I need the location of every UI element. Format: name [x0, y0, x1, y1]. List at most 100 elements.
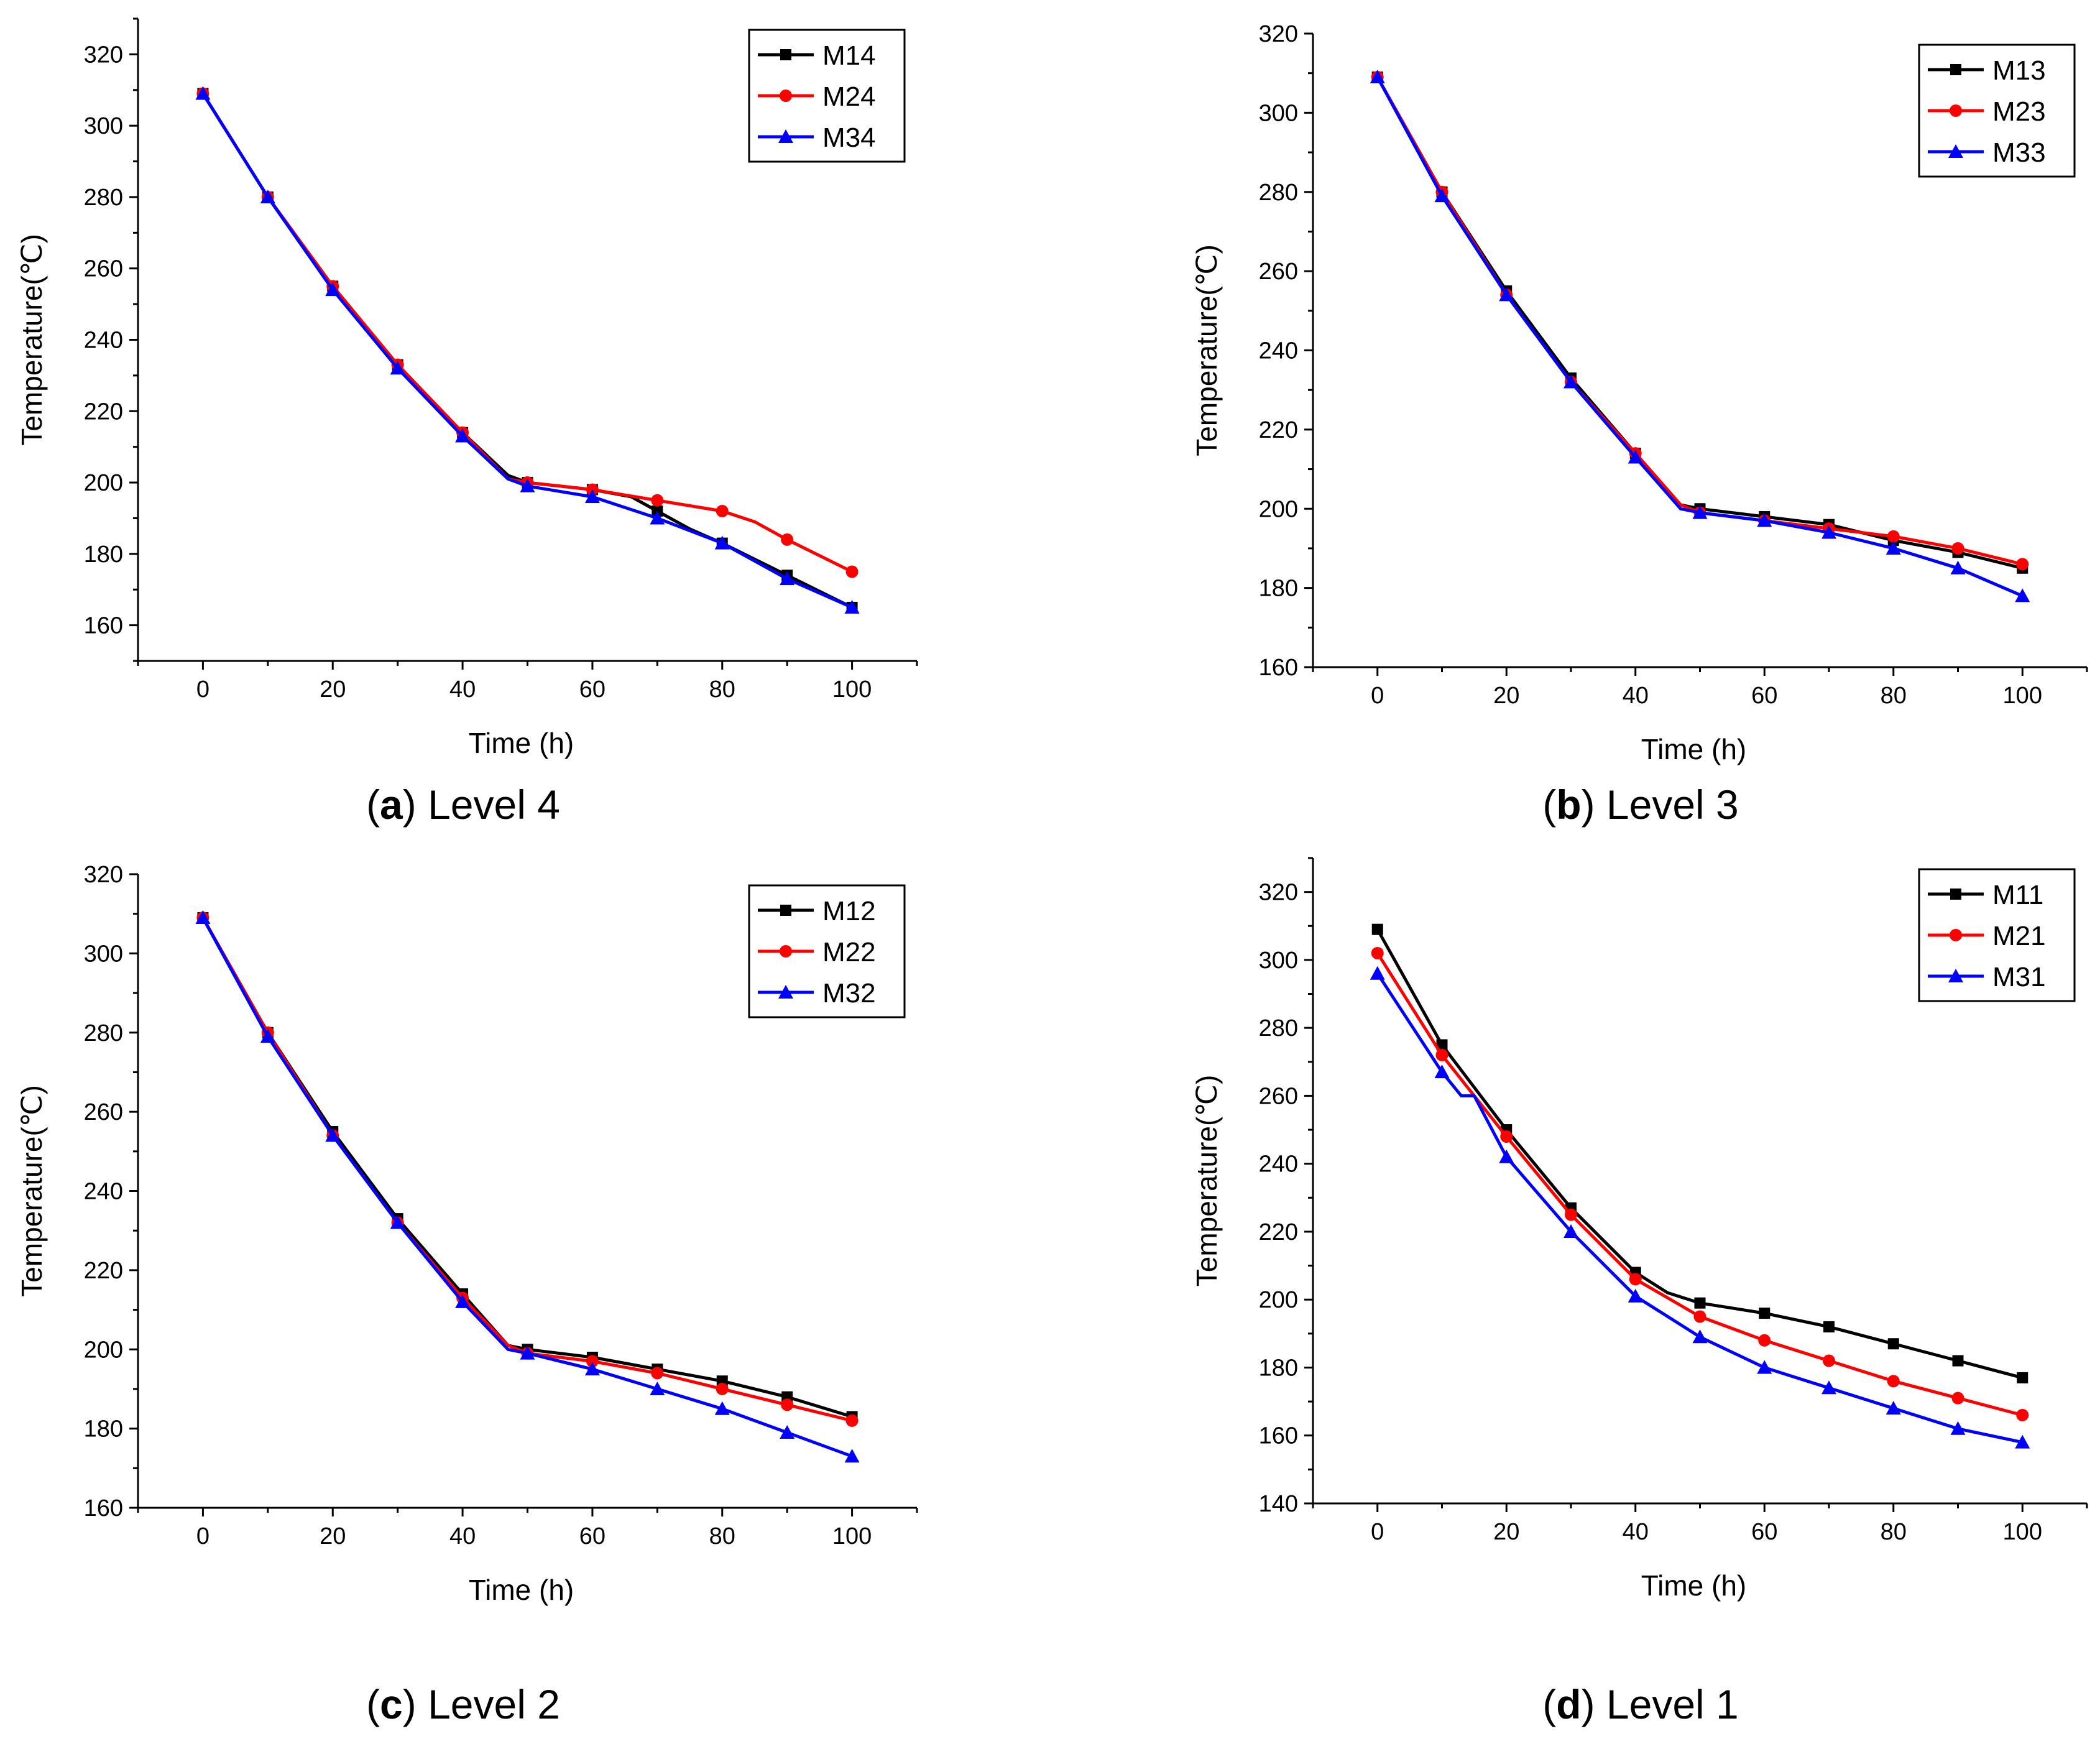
data-point-M33	[1628, 450, 1643, 464]
data-point-M32	[714, 1401, 730, 1415]
y-tick-label: 180	[1259, 576, 1298, 602]
legend-label-M33: M33	[1992, 137, 2046, 168]
y-tick-label: 260	[84, 256, 123, 282]
y-tick-label: 200	[84, 470, 123, 496]
y-tick-label: 180	[84, 1416, 123, 1442]
caption-letter: c	[380, 1681, 403, 1727]
data-point-M34	[714, 535, 730, 550]
legend-marker-M32	[778, 985, 793, 999]
legend-label-M31: M31	[1992, 962, 2046, 992]
data-point-M32	[520, 1346, 535, 1360]
data-point-M24	[651, 494, 664, 507]
data-point-M34	[844, 599, 860, 614]
x-tick-label: 40	[1623, 1519, 1649, 1545]
y-tick-label: 240	[84, 328, 123, 354]
series-line-M24	[201, 93, 853, 573]
series-line-M32	[201, 916, 853, 1458]
x-tick-label: 60	[1751, 683, 1777, 709]
data-point-M31	[1434, 1064, 1450, 1079]
legend-label-M34: M34	[822, 122, 876, 153]
legend-label-M12: M12	[822, 896, 876, 926]
x-axis-title: Time (h)	[469, 727, 574, 759]
data-point-M31	[2015, 1434, 2030, 1449]
caption-paren-open: (	[366, 1681, 380, 1727]
panel-caption: (d) Level 1	[1542, 1681, 1738, 1727]
data-point-M24	[845, 565, 859, 578]
x-axis-title: Time (h)	[469, 1574, 574, 1606]
x-tick-label: 60	[1751, 1519, 1777, 1545]
legend: M11 M21 M31	[1918, 868, 2076, 1002]
y-tick-label: 260	[1259, 1083, 1298, 1109]
data-point-M11	[1694, 1297, 1706, 1309]
y-tick-label: 300	[84, 941, 123, 967]
caption-paren-open: (	[1542, 782, 1556, 828]
data-point-M33	[1370, 70, 1385, 84]
data-point-M22	[716, 1382, 729, 1395]
caption-letter: d	[1556, 1681, 1581, 1727]
data-point-M31	[1370, 966, 1385, 980]
data-point-M22	[781, 1398, 794, 1411]
y-tick-label: 160	[1259, 1423, 1298, 1449]
caption-letter: b	[1556, 782, 1581, 828]
x-tick-label: 40	[449, 676, 476, 703]
x-tick-label: 100	[832, 676, 872, 703]
x-tick-label: 40	[449, 1523, 476, 1549]
y-axis-title: Temperature(℃)	[16, 234, 48, 446]
data-point-M21	[2016, 1408, 2029, 1421]
data-point-M31	[1950, 1421, 1966, 1435]
data-point-M21	[1565, 1208, 1577, 1221]
data-point-M32	[844, 1449, 860, 1463]
legend-marker-M22	[780, 945, 792, 958]
data-point-M33	[1434, 188, 1450, 203]
caption-paren-open: (	[1542, 1681, 1556, 1727]
legend-marker-M34	[778, 129, 793, 143]
y-axis-title: Temperature(℃)	[16, 1085, 48, 1297]
chart-panel-b: 0 20 40 60 80 100 160 180 200 220 240 260 280 300 320 T…	[1190, 21, 2088, 828]
y-tick-label: 280	[1259, 1015, 1298, 1041]
y-tick-label: 240	[84, 1179, 123, 1205]
data-point-M31	[1886, 1401, 1901, 1415]
data-point-M32	[195, 910, 211, 925]
data-point-M31	[1628, 1288, 1643, 1303]
y-tick-label: 180	[84, 542, 123, 568]
y-tick-label: 240	[1259, 338, 1298, 364]
data-point-M33	[1499, 287, 1514, 302]
chart-panel-a: 0 20 40 60 80 100 160 180 200 220 240 260 280 300 320 T…	[16, 17, 918, 828]
y-tick-label: 320	[1259, 21, 1298, 47]
data-point-M21	[1371, 946, 1384, 959]
data-point-M32	[325, 1128, 341, 1142]
series-line-M34	[201, 93, 853, 609]
y-axis-title: Temperature(℃)	[1190, 1075, 1223, 1287]
x-tick-label: 20	[1493, 1519, 1519, 1545]
data-point-M11	[1371, 923, 1383, 935]
data-point-M22	[651, 1367, 664, 1380]
data-point-M21	[1887, 1375, 1900, 1388]
x-tick-label: 40	[1623, 683, 1649, 709]
data-point-M33	[1692, 505, 1708, 519]
legend-label-M21: M21	[1992, 921, 2046, 951]
panel-caption: (b) Level 3	[1542, 782, 1738, 828]
legend-marker-M11	[1950, 889, 1961, 900]
data-point-M22	[845, 1414, 859, 1427]
y-tick-label: 300	[1259, 948, 1298, 974]
y-tick-label: 260	[1259, 259, 1298, 285]
data-point-M31	[1499, 1149, 1514, 1163]
y-tick-label: 220	[84, 1258, 123, 1284]
caption-level: Level 2	[428, 1681, 560, 1727]
data-point-M32	[390, 1215, 405, 1229]
x-axis-title: Time (h)	[1641, 733, 1747, 765]
data-point-M21	[1435, 1048, 1448, 1061]
legend-label-M23: M23	[1992, 96, 2046, 127]
legend-label-M32: M32	[822, 978, 876, 1009]
y-axis-title: Temperature(℃)	[1190, 244, 1223, 456]
y-tick-label: 140	[1259, 1491, 1298, 1517]
caption-paren-close: )	[1582, 1681, 1606, 1727]
legend: M14 M24 M34	[748, 29, 906, 163]
data-point-M31	[1757, 1360, 1772, 1374]
series-line-M14	[201, 93, 853, 609]
data-point-M11	[1823, 1321, 1835, 1332]
data-point-M24	[716, 504, 729, 517]
chart-panel-d: 0 20 40 60 80 100 140 160 180 200 220 240 260 280 300 3…	[1190, 857, 2088, 1727]
legend-label-M24: M24	[822, 81, 876, 112]
